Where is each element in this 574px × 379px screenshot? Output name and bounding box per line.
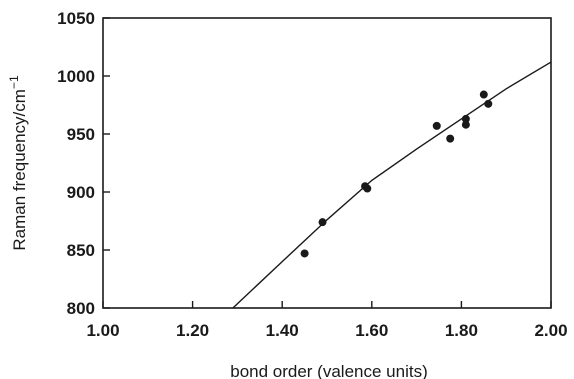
y-tick-label: 850 (67, 241, 95, 260)
text-layer: bond order (valence units) Raman frequen… (7, 9, 568, 379)
y-axis-title-superscript: −1 (7, 75, 21, 89)
x-axis-title: bond order (valence units) (230, 362, 428, 379)
y-axis-title-main: Raman frequency/cm (10, 89, 29, 251)
fit-curve-line (232, 61, 551, 308)
x-tick-label: 1.40 (266, 321, 299, 340)
x-tick-label: 1.80 (445, 321, 478, 340)
data-point (318, 218, 327, 227)
data-point (300, 249, 309, 258)
y-tick-label: 950 (67, 125, 95, 144)
y-tick-label: 900 (67, 183, 95, 202)
x-tick-label: 2.00 (534, 321, 567, 340)
data-point (363, 184, 372, 193)
x-tick-label: 1.20 (176, 321, 209, 340)
data-point (461, 120, 470, 129)
data-point (446, 134, 455, 143)
x-tick-label: 1.60 (355, 321, 388, 340)
y-axis-title: Raman frequency/cm−1 (7, 75, 29, 251)
y-tick-label: 1050 (57, 9, 95, 28)
x-tick-label: 1.00 (86, 321, 119, 340)
data-point (479, 90, 488, 99)
plot-layer (102, 17, 552, 309)
y-tick-label: 800 (67, 299, 95, 318)
y-tick-label: 1000 (57, 67, 95, 86)
marks-layer (232, 61, 551, 308)
data-point (432, 121, 441, 130)
plot-frame (102, 17, 552, 309)
